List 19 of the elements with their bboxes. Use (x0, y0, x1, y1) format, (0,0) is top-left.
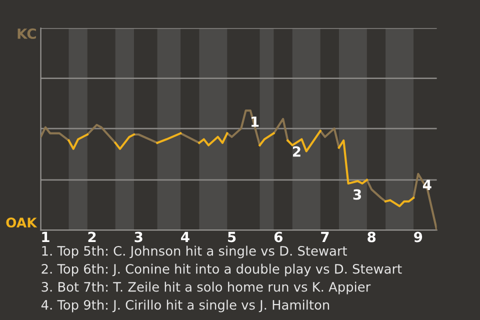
annotation: 3 (353, 189, 362, 200)
annotation: 2 (292, 146, 300, 157)
text: 4. Top 9th: J. Cirillo hit a single vs J. Hamilton (41, 300, 330, 312)
x-tick-label: 9 (414, 232, 422, 242)
x-tick-label: 4 (181, 232, 190, 242)
x-tick-label: 8 (368, 232, 376, 242)
annotation: 4 (422, 180, 432, 190)
x-tick-label: 5 (228, 232, 236, 242)
text: KC (18, 28, 36, 39)
annotation: 1 (252, 116, 259, 127)
x-tick-label: 2 (88, 232, 96, 242)
text: 2. Top 6th: J. Conine hit into a double play vs D. Stewart (42, 264, 402, 276)
x-tick-label: 3 (134, 232, 142, 242)
x-tick-label: 6 (274, 232, 282, 242)
text: OAK (6, 218, 38, 228)
x-tick-label: 7 (321, 232, 329, 242)
text: 3. Bot 7th: T. Zeile hit a solo home run vs K. Appier (42, 282, 371, 294)
x-tick-label: 1 (42, 232, 50, 242)
text: 1. Top 5th: C. Johnson hit a single vs D. Stewart (42, 246, 347, 258)
